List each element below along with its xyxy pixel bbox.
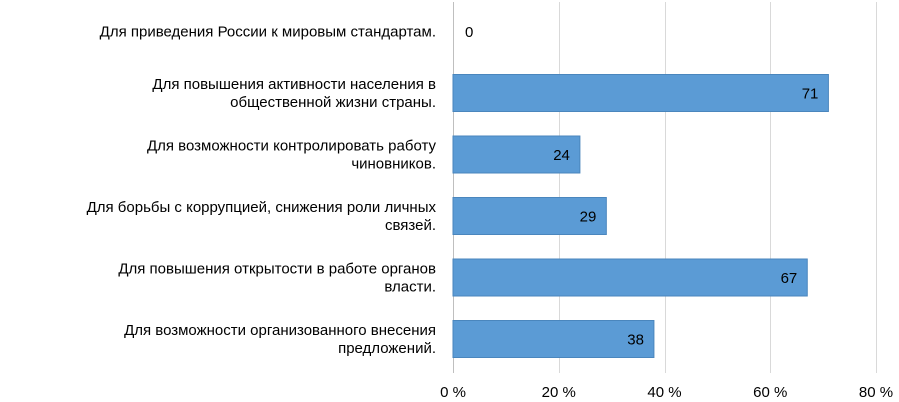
value-label: 0 bbox=[465, 24, 473, 41]
bars bbox=[452, 74, 829, 358]
bar bbox=[452, 74, 829, 112]
bar bbox=[452, 197, 607, 235]
grid-lines bbox=[453, 2, 877, 373]
category-label: чиновников. bbox=[351, 156, 436, 173]
category-label: Для повышения активности населения в bbox=[152, 76, 436, 93]
value-label: 71 bbox=[802, 86, 819, 103]
x-tick-label: 20 % bbox=[542, 384, 576, 401]
x-axis-ticks: 0 % 20 % 40 % 60 % 80 % bbox=[440, 384, 893, 401]
value-label: 29 bbox=[580, 209, 597, 226]
category-label: Для повышения открытости в работе органо… bbox=[118, 261, 436, 278]
value-label: 24 bbox=[553, 147, 570, 164]
category-label: Для возможности контролировать работу bbox=[147, 138, 437, 155]
category-label: власти. bbox=[384, 279, 436, 296]
x-tick-label: 0 % bbox=[440, 384, 466, 401]
value-labels: 0 71 24 29 67 38 bbox=[465, 24, 818, 349]
x-tick-label: 80 % bbox=[859, 384, 893, 401]
bar bbox=[452, 135, 581, 174]
value-label: 38 bbox=[627, 332, 644, 349]
category-label: Для борьбы с коррупцией, снижения роли л… bbox=[87, 199, 437, 216]
bar bbox=[452, 258, 808, 297]
x-tick-label: 60 % bbox=[753, 384, 787, 401]
category-label: Для приведения России к мировым стандарт… bbox=[100, 24, 436, 41]
value-label: 67 bbox=[781, 270, 798, 287]
x-tick-label: 40 % bbox=[647, 384, 681, 401]
category-label: предложений. bbox=[338, 340, 436, 357]
category-label: общественной жизни страны. bbox=[230, 94, 436, 111]
category-labels: Для приведения России к мировым стандарт… bbox=[87, 24, 437, 358]
category-label: Для возможности организованного внесения bbox=[124, 322, 436, 339]
category-label: связей. bbox=[385, 217, 436, 234]
bar bbox=[452, 320, 655, 358]
